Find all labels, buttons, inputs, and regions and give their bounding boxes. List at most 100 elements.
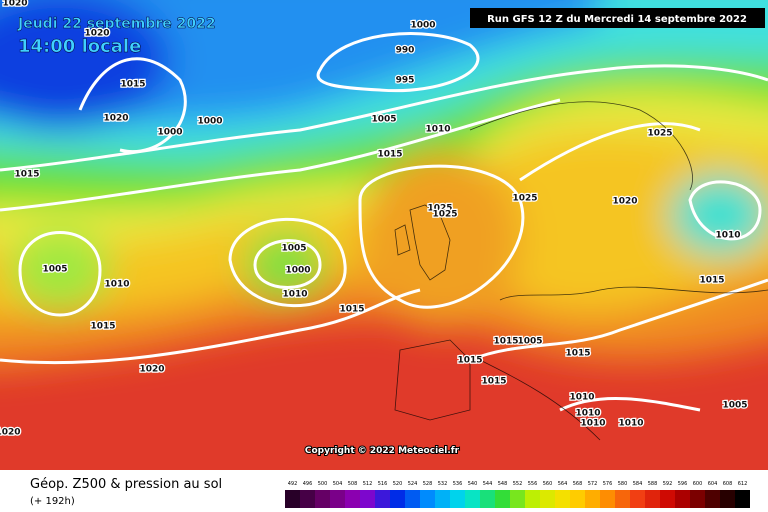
isobar-label: 1010 <box>580 419 605 429</box>
isobar-label: 1025 <box>647 129 672 139</box>
isobar-label: 1010 <box>569 393 594 403</box>
scale-label: 588 <box>648 481 658 487</box>
scale-swatch <box>450 490 465 508</box>
scale-swatch <box>675 490 690 508</box>
scale-swatch <box>585 490 600 508</box>
isobar-label: 1000 <box>157 128 182 138</box>
isobar-label: 1020 <box>84 29 109 39</box>
scale-label: 608 <box>723 481 733 487</box>
scale-swatch <box>660 490 675 508</box>
scale-swatch <box>405 490 420 508</box>
isobar-label: 1005 <box>722 401 747 411</box>
scale-swatch <box>285 490 300 508</box>
scale-label: 564 <box>558 481 568 487</box>
isobar-label: 1010 <box>425 125 450 135</box>
scale-label: 500 <box>318 481 328 487</box>
isobar-label: 1020 <box>103 114 128 124</box>
isobar-label: 1005 <box>42 265 67 275</box>
scale-label: 596 <box>678 481 688 487</box>
scale-label: 508 <box>348 481 358 487</box>
run-info: Run GFS 12 Z du Mercredi 14 septembre 20… <box>487 14 747 25</box>
scale-label: 572 <box>588 481 598 487</box>
scale-swatch <box>510 490 525 508</box>
isobar-label: 1015 <box>699 276 724 286</box>
scale-label: 524 <box>408 481 418 487</box>
coastlines <box>394 101 768 441</box>
isobar-label: 1005 <box>371 115 396 125</box>
scale-swatch <box>315 490 330 508</box>
scale-label: 504 <box>333 481 343 487</box>
scale-swatch <box>375 490 390 508</box>
isobar-label: 1020 <box>139 365 164 375</box>
scale-label: 528 <box>423 481 433 487</box>
scale-label: 532 <box>438 481 448 487</box>
scale-swatch <box>465 490 480 508</box>
isobar-label: 1015 <box>339 305 364 315</box>
scale-swatch <box>705 490 720 508</box>
copyright: Copyright © 2022 Meteociel.fr <box>305 446 460 456</box>
scale-label: 516 <box>378 481 388 487</box>
scale-label: 604 <box>708 481 718 487</box>
scale-label: 568 <box>573 481 583 487</box>
isobar-label: 1010 <box>618 419 643 429</box>
run-banner <box>470 8 765 28</box>
scale-swatch <box>390 490 405 508</box>
scale-label: 584 <box>633 481 643 487</box>
legend-title: Géop. Z500 & pression au sol <box>30 477 222 492</box>
scale-swatch <box>300 490 315 508</box>
scale-label: 536 <box>453 481 463 487</box>
scale-swatch <box>480 490 495 508</box>
scale-label: 496 <box>303 481 313 487</box>
isobar-label: 1015 <box>457 356 482 366</box>
isobar-label: 1020 <box>612 197 637 207</box>
isobar-label: 1000 <box>285 266 310 276</box>
isobar-label: 990 <box>396 46 415 56</box>
scale-label: 492 <box>288 481 298 487</box>
forecast-date: Jeudi 22 septembre 2022 <box>17 16 216 32</box>
scale-label: 520 <box>393 481 403 487</box>
isobar-label: 1005 <box>517 337 542 347</box>
isobars <box>0 32 768 412</box>
scale-swatch <box>600 490 615 508</box>
isobar-label: 1010 <box>104 280 129 290</box>
scale-swatch <box>330 490 345 508</box>
isobar-label: 1015 <box>90 322 115 332</box>
scale-swatch <box>360 490 375 508</box>
map-field <box>0 0 768 470</box>
scale-label: 548 <box>498 481 508 487</box>
isobar-label: 1010 <box>715 231 740 241</box>
scale-swatch <box>690 490 705 508</box>
scale-label: 552 <box>513 481 523 487</box>
isobar-label: 1025 <box>432 210 457 220</box>
isobar-label: 1020 <box>0 428 21 438</box>
scale-label: 592 <box>663 481 673 487</box>
scale-swatch <box>555 490 570 508</box>
isobar-label: 1000 <box>197 117 222 127</box>
scale-swatch <box>435 490 450 508</box>
isobar-label: 1005 <box>281 244 306 254</box>
scale-label: 556 <box>528 481 538 487</box>
scale-label: 576 <box>603 481 613 487</box>
scale-swatch <box>645 490 660 508</box>
scale-label: 544 <box>483 481 493 487</box>
isobar-label: 995 <box>396 76 415 86</box>
isobar-label: 1015 <box>565 349 590 359</box>
isobar-label: 1010 <box>575 409 600 419</box>
scale-label: 540 <box>468 481 478 487</box>
scale-swatch <box>420 490 435 508</box>
scale-label: 512 <box>363 481 373 487</box>
scale-label: 560 <box>543 481 553 487</box>
forecast-time: 14:00 locale <box>18 36 141 57</box>
isobar-label: 1015 <box>120 80 145 90</box>
isobar-label: 1025 <box>427 204 452 214</box>
isobar-label: 1020 <box>2 0 27 9</box>
scale-label: 580 <box>618 481 628 487</box>
isobar-label: 1000 <box>410 21 435 31</box>
scale-swatch <box>540 490 555 508</box>
isobar-label: 1010 <box>282 290 307 300</box>
isobar-label: 1015 <box>14 170 39 180</box>
isobar-label: 1015 <box>377 150 402 160</box>
scale-swatch <box>495 490 510 508</box>
isobar-label: 1015 <box>481 377 506 387</box>
